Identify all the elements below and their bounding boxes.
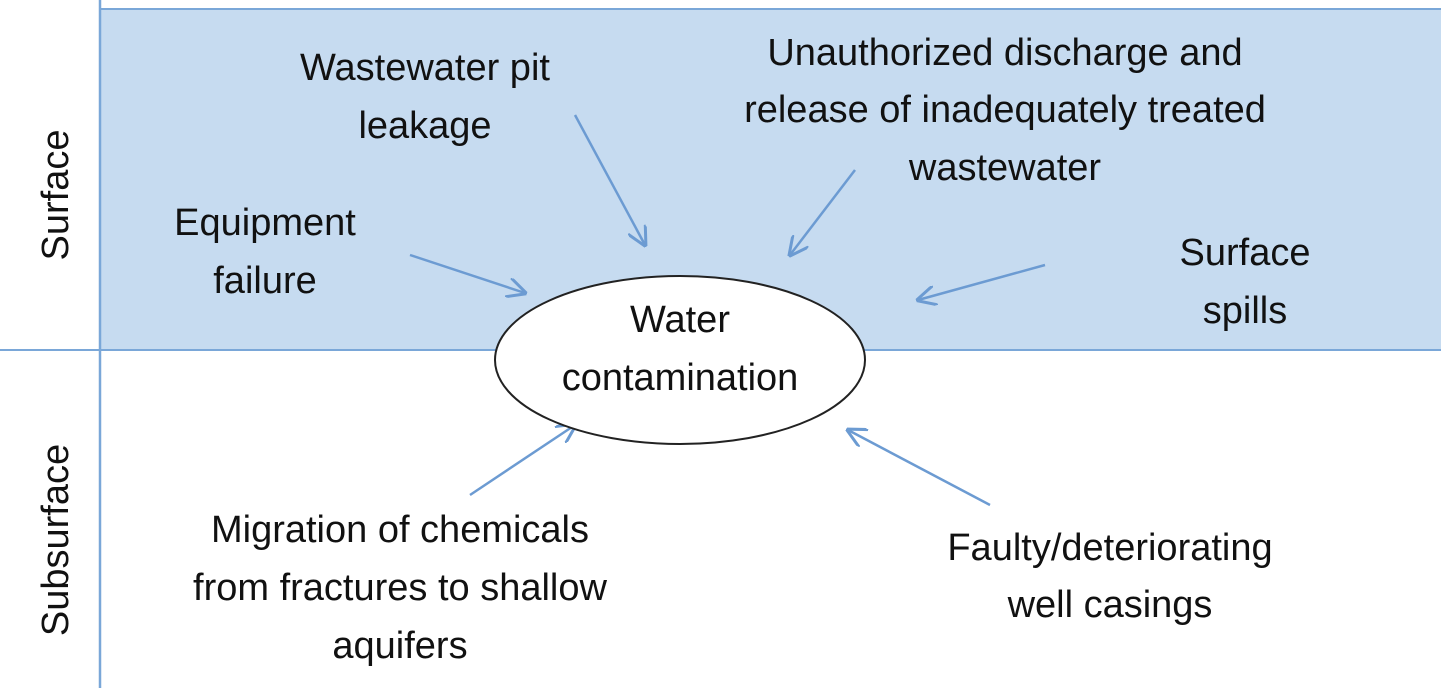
- arrow: [848, 430, 991, 507]
- label-line: Unauthorized discharge and: [767, 32, 1242, 74]
- arrow: [790, 169, 856, 255]
- label-line: Faulty/deteriorating: [947, 527, 1272, 569]
- label-line: release of inadequately treated: [744, 89, 1266, 131]
- arrow: [918, 263, 1046, 300]
- label-line: from fractures to shallow: [193, 567, 607, 609]
- center-ellipse: [494, 275, 866, 445]
- label-line: spills: [1203, 290, 1287, 332]
- label-line: Wastewater pit: [300, 47, 550, 89]
- arrow: [409, 253, 525, 293]
- label-line: failure: [213, 260, 317, 302]
- label-line: leakage: [358, 105, 491, 147]
- label-line: wastewater: [908, 147, 1102, 189]
- label-line: contamination: [562, 357, 799, 399]
- label-line: Equipment: [174, 202, 356, 244]
- label-line: aquifers: [332, 625, 467, 667]
- label-line: Surface: [1180, 232, 1311, 274]
- labels: Water contamination Wastewater pit leakage U…: [174, 32, 1310, 667]
- zone-label: Subsurface: [35, 444, 77, 636]
- zone-label: Surface: [35, 130, 77, 261]
- arrow: [573, 114, 645, 245]
- label-line: well casings: [1007, 584, 1213, 626]
- arrow: [469, 425, 575, 497]
- label-line: Migration of chemicals: [211, 509, 589, 551]
- label-line: Water: [630, 299, 730, 341]
